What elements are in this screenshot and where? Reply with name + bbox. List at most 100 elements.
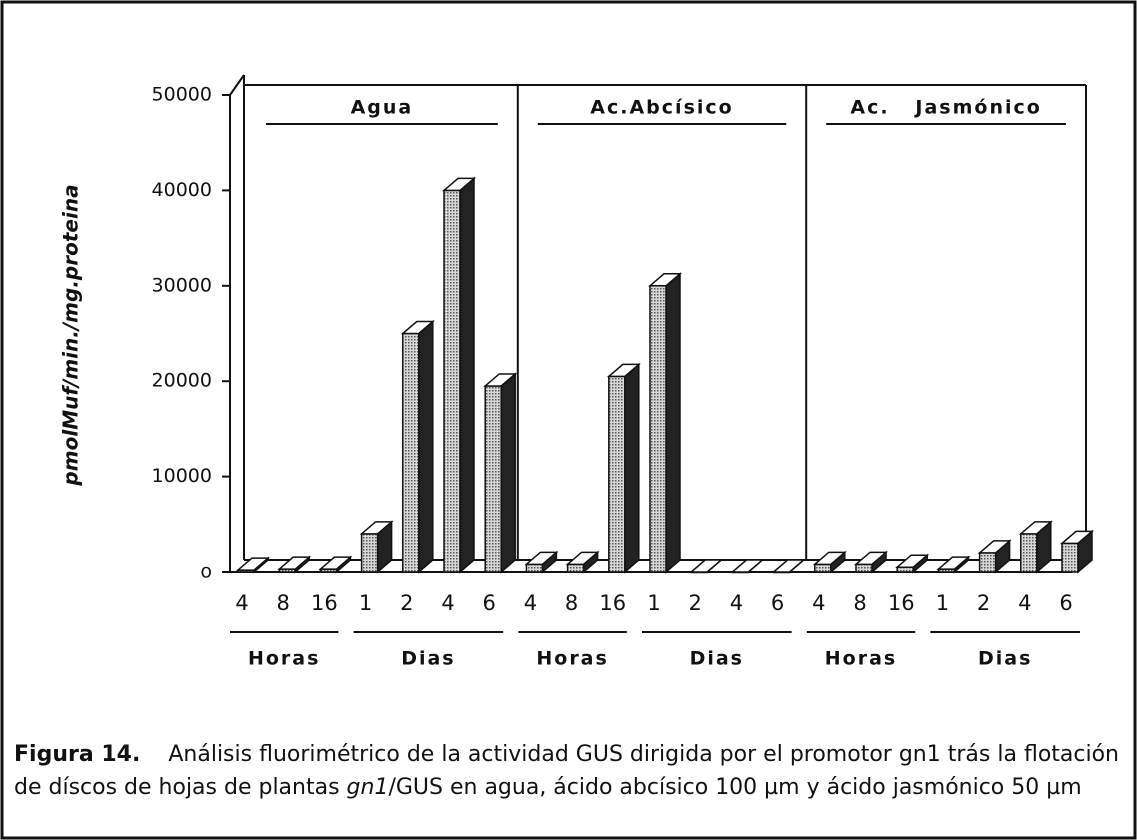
x-tick-label: 1 — [359, 591, 372, 615]
bar-face — [855, 563, 873, 573]
subgroup-label: Horas — [825, 648, 897, 670]
bar-face — [608, 375, 626, 573]
bar-face — [649, 285, 667, 573]
bar-face — [730, 559, 765, 573]
bar-face — [418, 319, 434, 574]
y-axis-label: pmolMuf/min./mg.proteina — [59, 184, 83, 486]
subgroup-label: Dias — [978, 648, 1032, 670]
bar-face — [812, 551, 847, 566]
bar-face — [402, 332, 420, 573]
caption-text: /GUS en agua, ácido abcísico 100 µm y ác… — [388, 775, 1082, 800]
x-tick-label: 6 — [1059, 591, 1072, 615]
x-tick-label: 4 — [441, 591, 454, 615]
x-tick-label: 4 — [1018, 591, 1031, 615]
bar-face — [360, 533, 379, 573]
x-tick-label: 4 — [235, 591, 248, 615]
y-tick-label: o — [200, 561, 212, 583]
bar — [359, 520, 394, 574]
subgroup-label: Dias — [401, 648, 455, 670]
bar-face — [566, 563, 585, 573]
bar-face — [853, 551, 889, 566]
bar — [812, 550, 847, 574]
y-tick-label: 50000 — [152, 84, 212, 106]
bar — [689, 559, 724, 574]
bar — [606, 362, 641, 574]
bar-face — [441, 177, 477, 192]
x-tick-label: 8 — [277, 591, 290, 615]
bar-face — [318, 556, 353, 570]
bar-face — [524, 551, 559, 566]
x-tick-label: 6 — [771, 591, 784, 615]
bar — [771, 559, 806, 574]
y-tick-label: 10000 — [152, 465, 212, 487]
caption-label: Figura 14. — [14, 742, 141, 767]
bar-face — [1020, 533, 1038, 573]
bar — [524, 550, 559, 574]
bar — [441, 176, 477, 574]
bar — [565, 550, 600, 574]
bar — [318, 555, 353, 574]
caption-text: Análisis fluorimétrico de la actividad G… — [14, 742, 1119, 800]
x-tick-label: 6 — [483, 591, 496, 615]
caption: Figura 14. Análisis fluorimétrico de la … — [14, 738, 1119, 804]
group-label: Ac. Jasmónico — [850, 97, 1041, 119]
bar — [483, 372, 518, 574]
y-tick-label: 20000 — [152, 370, 212, 392]
bar — [730, 559, 765, 574]
x-tick-label: 4 — [524, 591, 537, 615]
x-tick-label: 2 — [977, 591, 990, 615]
x-tick-label: 16 — [599, 591, 626, 615]
bar-face — [277, 556, 312, 570]
bar-face — [500, 372, 516, 574]
bar-face — [1061, 542, 1079, 573]
bar-face — [895, 554, 930, 568]
bar — [895, 553, 930, 574]
bar-face — [1018, 521, 1053, 535]
bar-face — [936, 556, 971, 570]
bar-face — [689, 559, 724, 573]
group-label: Agua — [351, 97, 414, 119]
bar-face — [1059, 530, 1095, 545]
bar-face — [814, 563, 832, 573]
bar — [235, 556, 271, 574]
bar-face — [400, 320, 435, 335]
bar-face — [665, 272, 681, 574]
bar — [400, 319, 435, 574]
x-tick-label: 8 — [853, 591, 866, 615]
y-axis-top — [229, 74, 245, 96]
bar-face — [647, 273, 683, 287]
bar — [977, 539, 1012, 574]
x-tick-label: 2 — [689, 591, 702, 615]
y-tick-label: 30000 — [152, 274, 212, 296]
bar-face — [606, 363, 641, 378]
bar-face — [525, 563, 544, 573]
x-tick-label: 16 — [311, 591, 338, 615]
bar — [936, 555, 971, 574]
x-tick-label: 1 — [647, 591, 660, 615]
x-tick-label: 4 — [812, 591, 825, 615]
group-label: Ac.Abcísico — [590, 97, 733, 119]
x-tick-label: 4 — [730, 591, 743, 615]
bar-face — [977, 540, 1012, 554]
y-tick-label: 40000 — [152, 179, 212, 201]
subgroup-label: Horas — [248, 648, 320, 670]
bar — [1059, 529, 1095, 574]
x-tick-label: 8 — [565, 591, 578, 615]
caption-italic: gn1 — [346, 775, 389, 800]
x-tick-label: 1 — [936, 591, 949, 615]
bar — [853, 550, 889, 574]
bar-face — [443, 189, 461, 573]
bar — [277, 555, 312, 574]
bar-face — [359, 521, 394, 535]
bar-face — [484, 385, 502, 573]
bar-face — [459, 176, 475, 574]
bar-face — [235, 557, 271, 571]
x-tick-label: 2 — [400, 591, 413, 615]
subgroup-label: Horas — [536, 648, 608, 670]
bar — [647, 272, 683, 574]
subgroup-label: Dias — [690, 648, 744, 670]
bar-face — [565, 551, 600, 566]
